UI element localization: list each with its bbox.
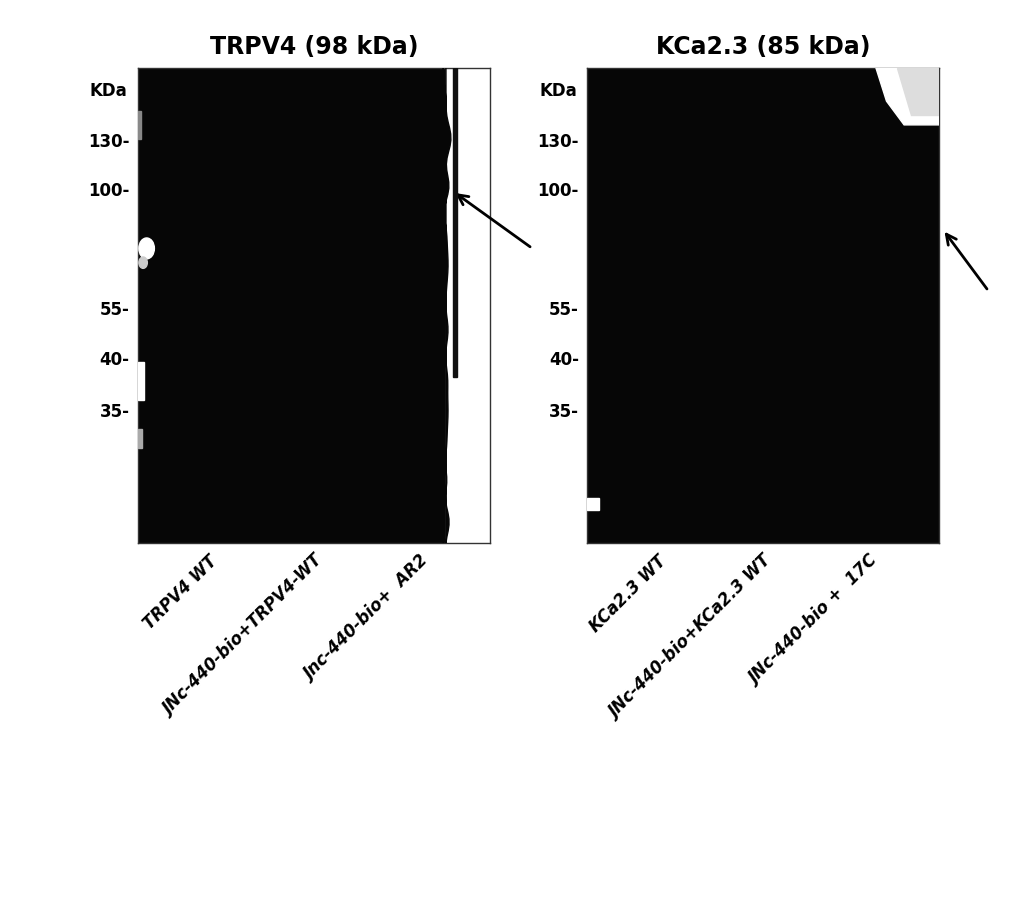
Text: KCa2.3 WT: KCa2.3 WT (586, 552, 670, 636)
Polygon shape (443, 68, 451, 543)
Text: 100-: 100- (88, 183, 130, 200)
Circle shape (139, 238, 154, 259)
Text: 130-: 130- (537, 132, 579, 150)
Polygon shape (897, 68, 939, 115)
Bar (453, 68, 457, 376)
Text: KDa: KDa (90, 81, 128, 100)
Text: 130-: 130- (88, 132, 130, 150)
Text: JNc-440-bio +  17C: JNc-440-bio + 17C (745, 552, 881, 688)
Text: KCa2.3 (85 kDa): KCa2.3 (85 kDa) (655, 34, 871, 59)
Text: TRPV4 WT: TRPV4 WT (140, 552, 221, 633)
Text: JNc-440-bio+KCa2.3 WT: JNc-440-bio+KCa2.3 WT (606, 552, 776, 721)
Text: 55-: 55- (549, 301, 579, 319)
Text: JNc-440-bio+TRPV4-WT: JNc-440-bio+TRPV4-WT (160, 552, 327, 719)
Text: 40-: 40- (549, 351, 579, 369)
Bar (138, 362, 144, 400)
Bar (446, 68, 490, 543)
Text: Jnc-440-bio+  AR2: Jnc-440-bio+ AR2 (301, 552, 432, 683)
Text: 35-: 35- (549, 404, 579, 422)
Bar (138, 429, 142, 448)
Text: 40-: 40- (100, 351, 130, 369)
Circle shape (139, 257, 147, 269)
Text: TRPV4 (98 kDa): TRPV4 (98 kDa) (209, 34, 419, 59)
Bar (587, 498, 599, 510)
Polygon shape (876, 68, 939, 125)
Text: 55-: 55- (100, 301, 130, 319)
Text: KDa: KDa (539, 81, 577, 100)
Text: 35-: 35- (100, 404, 130, 422)
Bar (138, 110, 141, 139)
Text: 100-: 100- (537, 183, 579, 200)
